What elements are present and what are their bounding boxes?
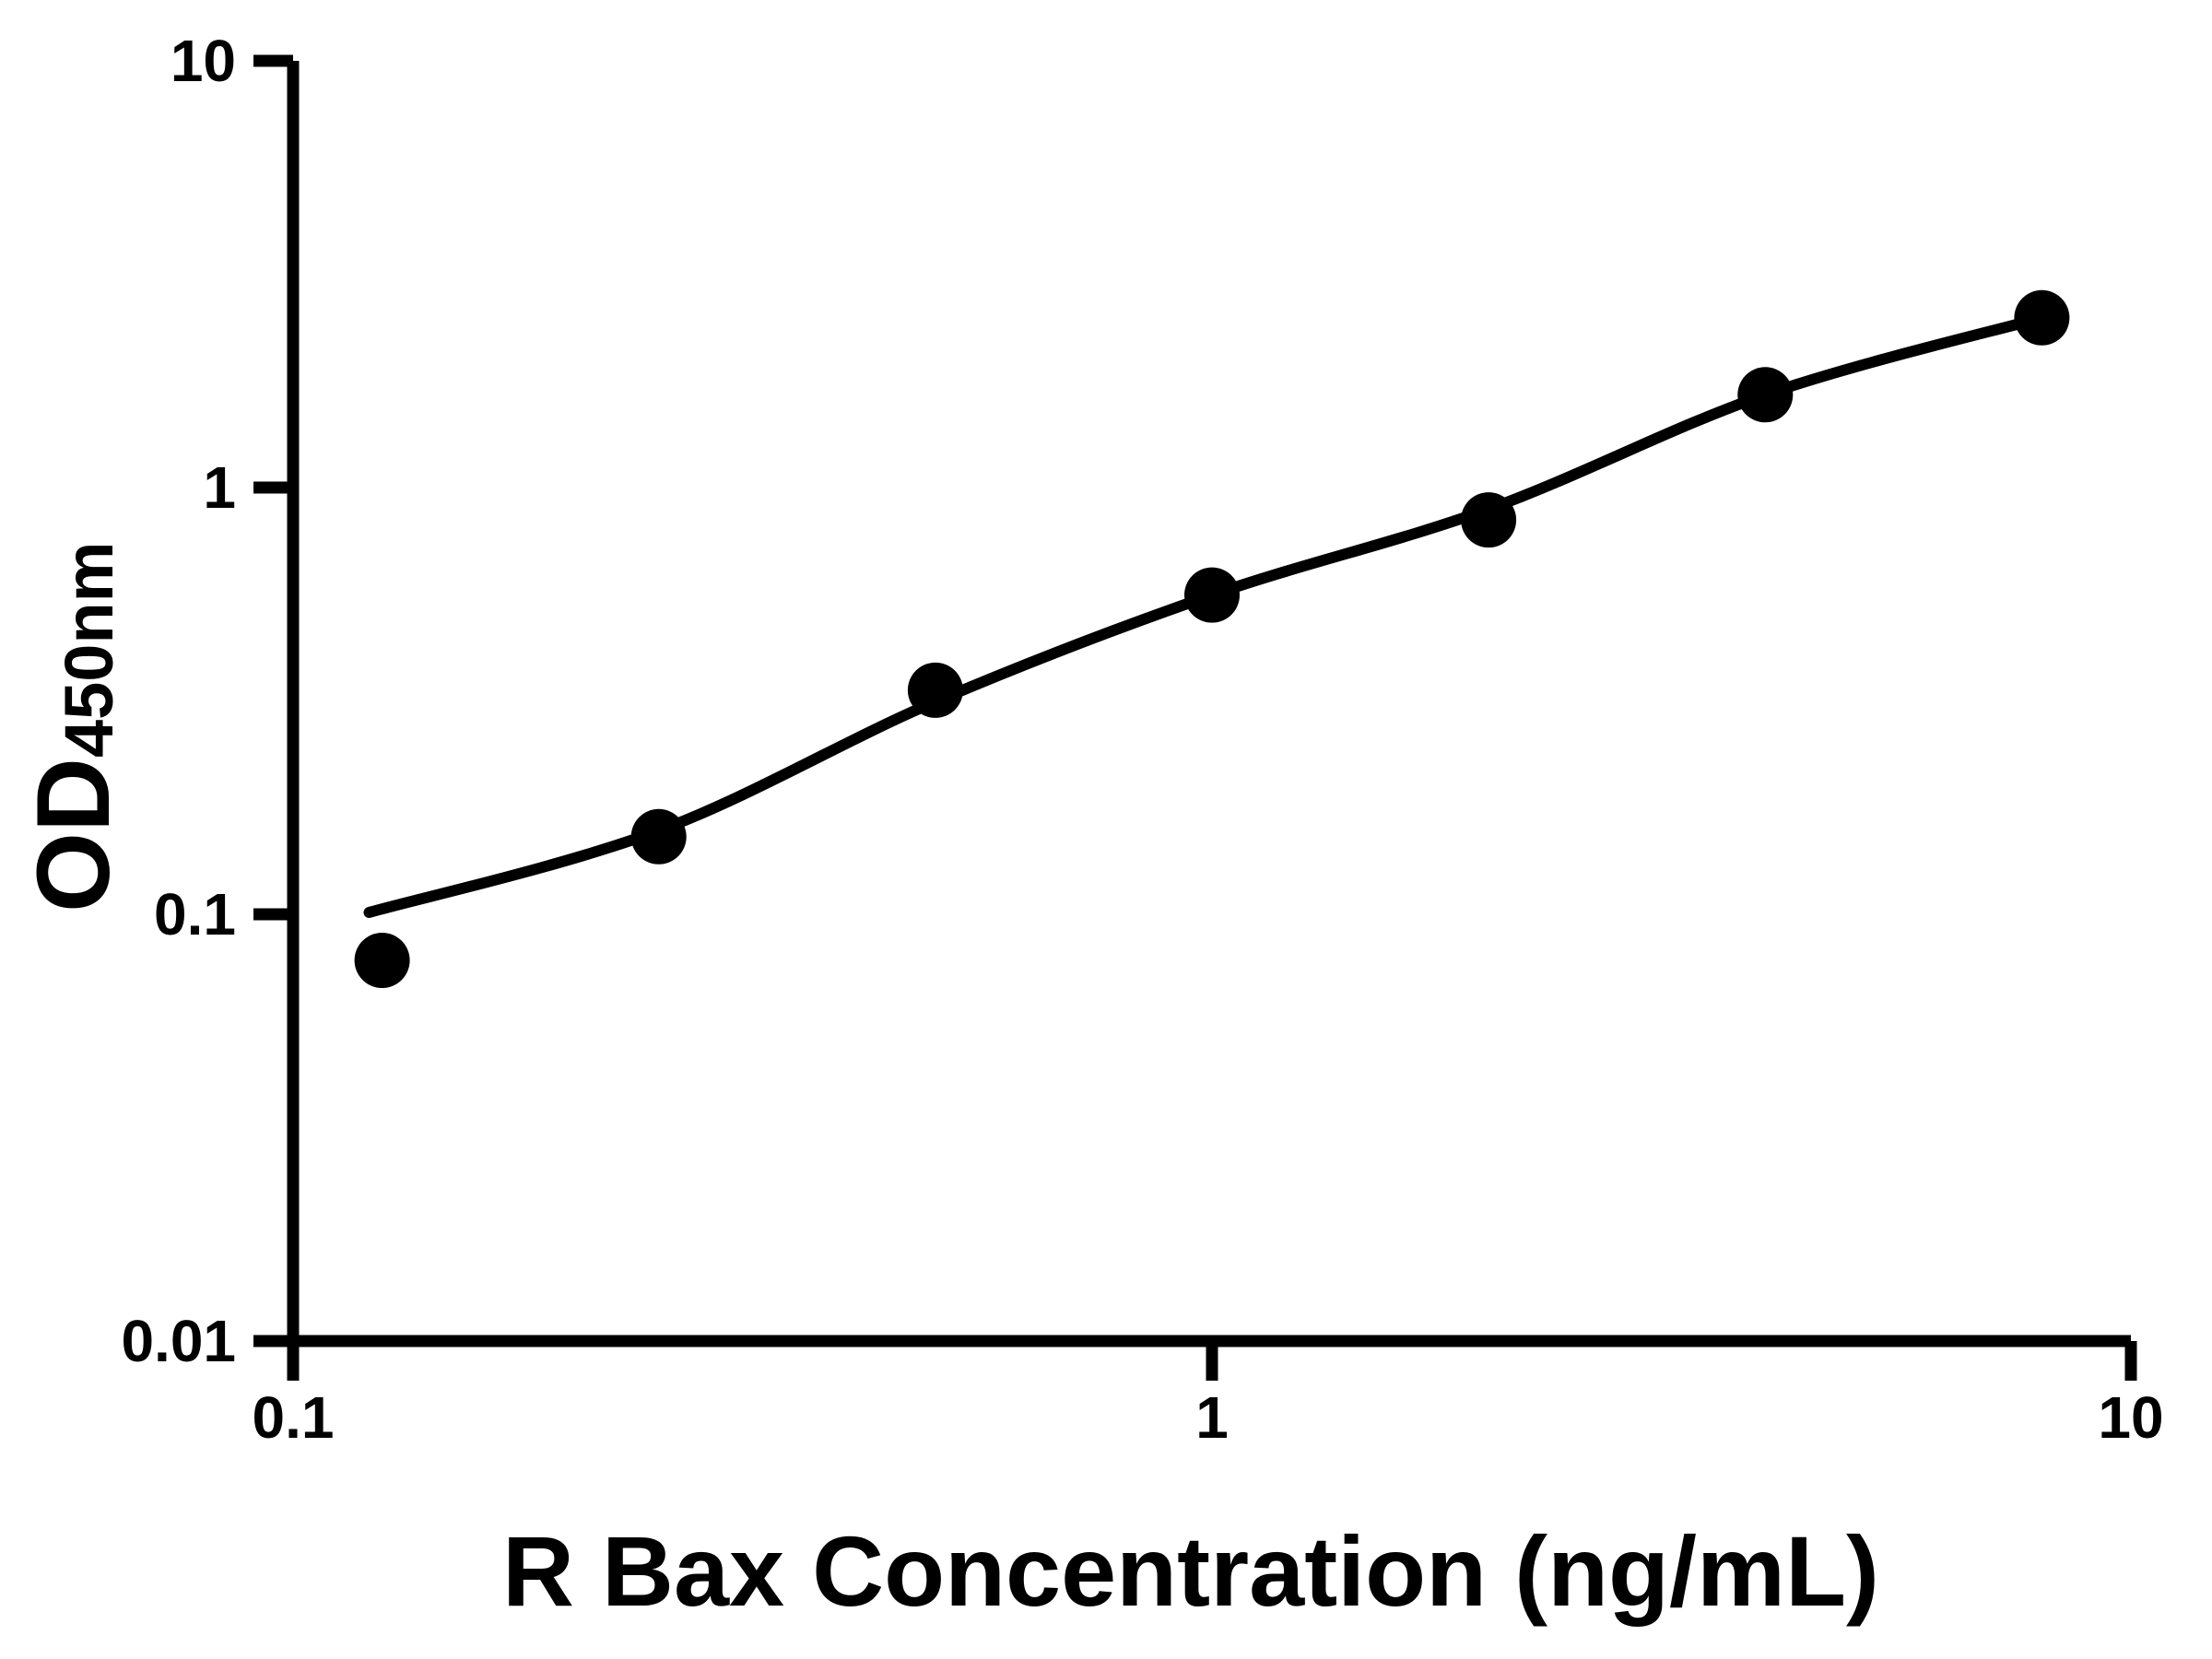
data-point bbox=[907, 662, 963, 718]
y-axis-title-subscript: 450nm bbox=[51, 542, 127, 758]
x-tick-label: 1 bbox=[1195, 1384, 1229, 1451]
y-axis-title: OD450nm bbox=[16, 542, 131, 912]
data-point bbox=[1461, 492, 1517, 548]
data-point bbox=[630, 808, 687, 865]
x-tick-label: 10 bbox=[2098, 1384, 2163, 1451]
data-points bbox=[354, 289, 2070, 988]
x-axis-title: R Bax Concentration (ng/mL) bbox=[502, 1515, 1879, 1627]
y-tick-label: 1 bbox=[203, 454, 236, 521]
data-point bbox=[1184, 567, 1240, 623]
axes bbox=[287, 61, 2131, 1347]
y-axis-title-main: OD bbox=[16, 758, 131, 912]
data-point bbox=[2014, 289, 2070, 346]
y-tick-label: 10 bbox=[171, 28, 236, 94]
axis-lines bbox=[287, 61, 2131, 1347]
y-axis-ticks: 10 1 0.1 0.01 bbox=[121, 28, 293, 1374]
y-tick-label: 0.01 bbox=[121, 1308, 236, 1374]
data-point bbox=[354, 933, 410, 988]
data-point bbox=[1737, 367, 1794, 423]
x-tick-label: 0.1 bbox=[253, 1384, 335, 1451]
y-tick-label: 0.1 bbox=[154, 881, 236, 947]
x-axis-ticks: 0.1 1 10 bbox=[253, 1341, 2164, 1451]
